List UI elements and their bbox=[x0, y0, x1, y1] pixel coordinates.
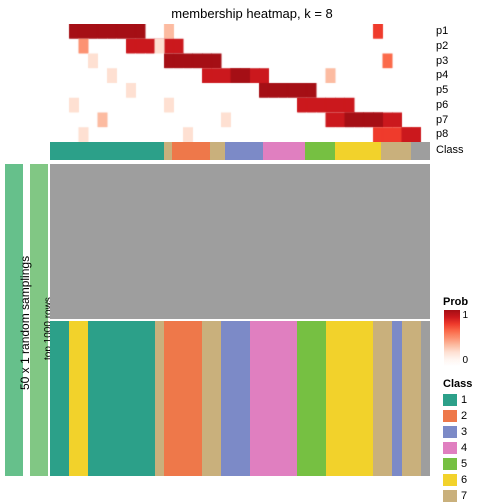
class-swatch bbox=[443, 474, 457, 486]
class-legend-row: 2 bbox=[443, 408, 472, 424]
class-legend-row: 1 bbox=[443, 392, 472, 408]
class-swatch bbox=[443, 458, 457, 470]
class-bar-segment bbox=[411, 142, 430, 160]
prob-legend-max: 1 bbox=[463, 310, 469, 321]
class-label: 3 bbox=[461, 426, 467, 438]
prob-row-label: p3 bbox=[436, 55, 448, 67]
class-swatch bbox=[443, 394, 457, 406]
class-legend-row: 4 bbox=[443, 440, 472, 456]
outer-vertical-label: 50 x 1 random samplings bbox=[18, 256, 32, 390]
class-legend-title: Class bbox=[443, 378, 472, 392]
prob-row-label: p8 bbox=[436, 128, 448, 140]
class-bar bbox=[50, 142, 430, 160]
class-bar-segment bbox=[172, 142, 210, 160]
class-swatch bbox=[443, 442, 457, 454]
class-bar-segment bbox=[210, 142, 225, 160]
class-legend: Class 12345678 bbox=[443, 378, 472, 504]
class-swatch bbox=[443, 426, 457, 438]
class-bar-segment bbox=[263, 142, 305, 160]
class-legend-row: 7 bbox=[443, 488, 472, 504]
class-legend-row: 3 bbox=[443, 424, 472, 440]
class-label: 6 bbox=[461, 474, 467, 486]
prob-row-label: p5 bbox=[436, 84, 448, 96]
class-label: 4 bbox=[461, 442, 467, 454]
prob-row-label: p1 bbox=[436, 25, 448, 37]
class-legend-row: 5 bbox=[443, 456, 472, 472]
samplings-heatmap bbox=[50, 164, 430, 476]
class-bar-segment bbox=[335, 142, 381, 160]
class-bar-segment bbox=[225, 142, 263, 160]
prob-legend: Prob 1 0 bbox=[443, 296, 468, 366]
prob-row-label: p4 bbox=[436, 69, 448, 81]
prob-gradient bbox=[444, 310, 460, 366]
class-swatch bbox=[443, 410, 457, 422]
class-legend-row: 6 bbox=[443, 472, 472, 488]
class-row-label: Class bbox=[436, 144, 464, 156]
class-bar-segment bbox=[305, 142, 335, 160]
prob-row-label: p7 bbox=[436, 114, 448, 126]
class-label: 2 bbox=[461, 410, 467, 422]
prob-row-label: p2 bbox=[436, 40, 448, 52]
class-bar-segment bbox=[164, 142, 172, 160]
class-bar-segment bbox=[50, 142, 164, 160]
class-label: 7 bbox=[461, 490, 467, 502]
class-label: 5 bbox=[461, 458, 467, 470]
prob-legend-min: 0 bbox=[463, 355, 469, 366]
chart-title: membership heatmap, k = 8 bbox=[0, 0, 504, 21]
class-swatch bbox=[443, 490, 457, 502]
prob-heatmap bbox=[50, 24, 430, 142]
prob-legend-title: Prob bbox=[443, 296, 468, 310]
class-bar-segment bbox=[381, 142, 411, 160]
prob-row-label: p6 bbox=[436, 99, 448, 111]
class-label: 1 bbox=[461, 394, 467, 406]
